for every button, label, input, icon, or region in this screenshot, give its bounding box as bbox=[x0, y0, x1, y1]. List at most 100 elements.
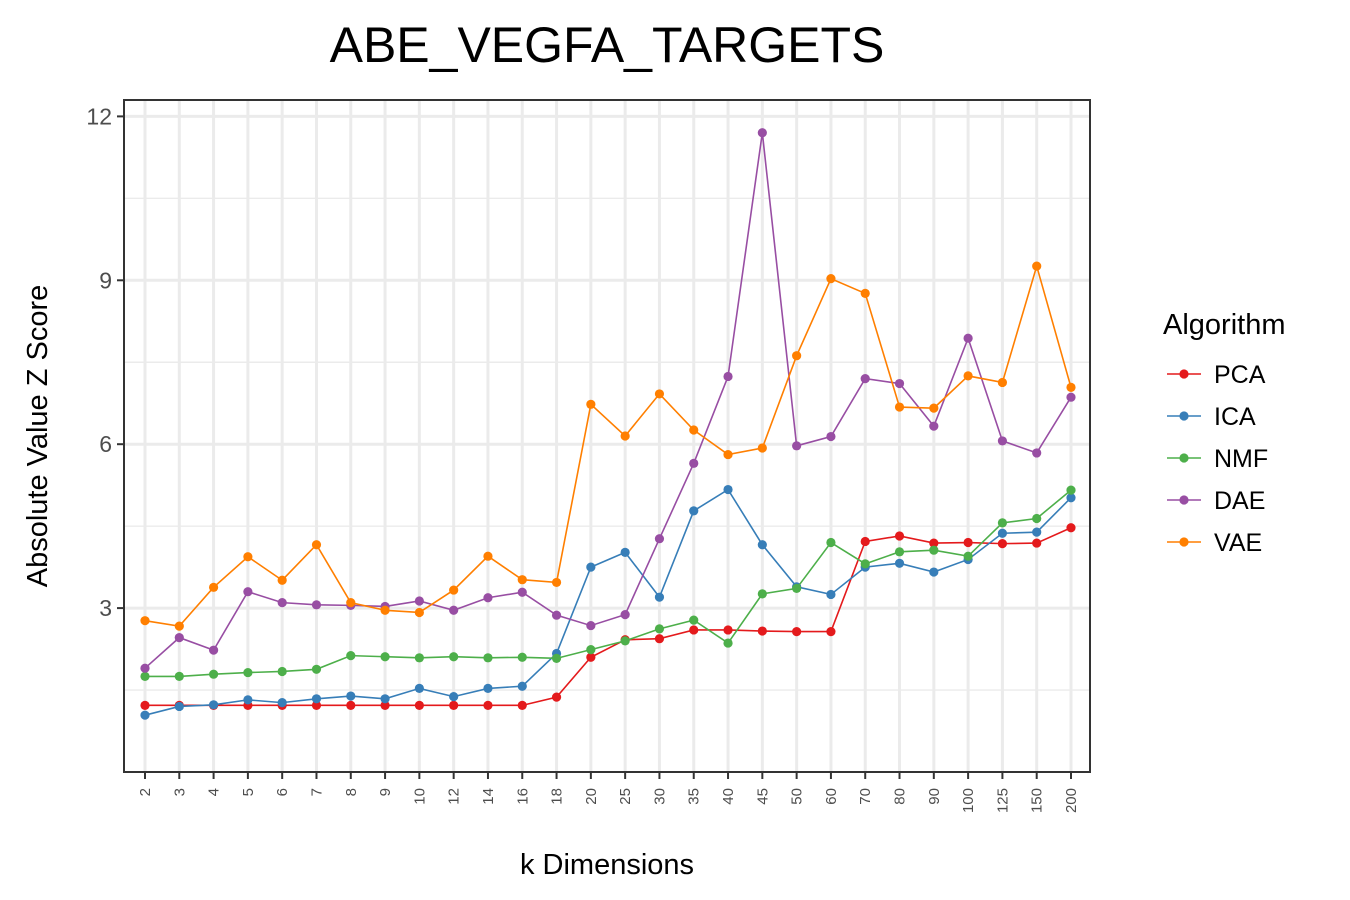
data-point-pca bbox=[929, 538, 939, 548]
legend-title: Algorithm bbox=[1163, 309, 1286, 341]
data-point-pca bbox=[586, 652, 596, 662]
data-point-pca bbox=[654, 634, 665, 644]
data-point-nmf bbox=[826, 537, 836, 548]
data-point-nmf bbox=[311, 664, 322, 674]
data-point-pca bbox=[689, 625, 699, 635]
series-line-nmf bbox=[145, 489, 1072, 678]
x-tick-label: 12 bbox=[446, 788, 463, 805]
data-point-dae bbox=[894, 378, 905, 389]
legend-item-dae: DAE bbox=[1167, 487, 1265, 515]
data-point-ica bbox=[826, 589, 836, 600]
data-point-dae bbox=[517, 587, 527, 597]
legend-item-vae: VAE bbox=[1167, 529, 1262, 557]
data-point-nmf bbox=[551, 653, 562, 663]
data-point-dae bbox=[586, 620, 596, 631]
x-tick-label: 40 bbox=[720, 788, 737, 805]
data-point-vae bbox=[311, 540, 322, 550]
data-point-nmf bbox=[963, 551, 973, 561]
legend-marker bbox=[1179, 369, 1189, 379]
data-point-nmf bbox=[174, 671, 184, 681]
data-point-nmf bbox=[929, 545, 939, 555]
x-tick-label: 10 bbox=[411, 788, 428, 805]
y-tick-label: 9 bbox=[99, 267, 112, 293]
data-point-ica bbox=[414, 683, 424, 694]
data-point-ica bbox=[757, 540, 767, 550]
data-point-nmf bbox=[723, 638, 733, 648]
data-point-dae bbox=[826, 431, 836, 442]
plot-background bbox=[124, 100, 1090, 772]
data-point-vae bbox=[140, 616, 150, 626]
data-point-dae bbox=[1066, 392, 1076, 402]
data-point-pca bbox=[792, 626, 802, 637]
series-line-pca bbox=[145, 527, 1072, 707]
legend-marker bbox=[1179, 411, 1189, 421]
data-point-pca bbox=[449, 700, 459, 710]
data-point-dae bbox=[620, 610, 630, 620]
data-point-dae bbox=[1032, 448, 1042, 458]
data-point-nmf bbox=[243, 667, 253, 678]
x-tick-label: 2 bbox=[137, 788, 154, 796]
x-tick-label: 60 bbox=[823, 788, 840, 805]
legend-label: PCA bbox=[1214, 361, 1266, 389]
data-point-ica bbox=[140, 710, 150, 720]
data-point-dae bbox=[174, 633, 184, 643]
x-tick-label: 80 bbox=[892, 788, 909, 805]
data-point-nmf bbox=[620, 636, 630, 646]
data-point-pca bbox=[860, 536, 870, 547]
x-tick-label: 90 bbox=[926, 788, 943, 805]
data-point-vae bbox=[380, 605, 390, 615]
data-point-pca bbox=[723, 625, 733, 635]
x-tick-label: 25 bbox=[617, 788, 634, 805]
data-point-vae bbox=[929, 403, 939, 413]
data-point-pca bbox=[826, 626, 836, 637]
x-tick-label: 45 bbox=[754, 788, 771, 805]
data-point-ica bbox=[929, 567, 939, 577]
x-tick-label: 4 bbox=[206, 788, 223, 796]
data-point-ica bbox=[517, 681, 527, 691]
x-tick-label: 100 bbox=[960, 788, 977, 813]
data-point-vae bbox=[414, 607, 424, 618]
data-point-nmf bbox=[586, 645, 596, 655]
x-axis-title: k Dimensions bbox=[520, 849, 694, 881]
data-point-nmf bbox=[517, 652, 527, 662]
x-tick-label: 150 bbox=[1029, 788, 1046, 813]
x-tick-label: 200 bbox=[1063, 788, 1080, 813]
data-point-nmf bbox=[792, 583, 802, 594]
data-point-nmf bbox=[757, 589, 767, 599]
x-tick-label: 7 bbox=[308, 788, 325, 796]
data-point-dae bbox=[929, 421, 939, 431]
series-layer bbox=[140, 128, 1076, 720]
series-line-vae bbox=[144, 263, 1072, 627]
data-point-pca bbox=[380, 700, 390, 710]
data-point-nmf bbox=[449, 652, 459, 662]
data-point-nmf bbox=[380, 652, 390, 662]
x-tick-label: 20 bbox=[583, 788, 600, 805]
data-point-vae bbox=[586, 399, 596, 409]
data-point-vae bbox=[654, 389, 665, 399]
data-point-pca bbox=[346, 700, 356, 710]
legend-item-pca: PCA bbox=[1167, 361, 1266, 389]
data-point-ica bbox=[449, 692, 459, 702]
data-point-nmf bbox=[346, 651, 356, 661]
legend-marker bbox=[1179, 537, 1189, 547]
data-point-ica bbox=[586, 562, 596, 572]
data-point-pca bbox=[894, 531, 905, 541]
data-point-ica bbox=[894, 558, 905, 568]
legend-item-nmf: NMF bbox=[1167, 445, 1268, 473]
data-point-dae bbox=[140, 663, 150, 673]
data-point-vae bbox=[277, 575, 287, 585]
y-tick-label: 6 bbox=[99, 431, 112, 457]
data-point-nmf bbox=[277, 666, 287, 677]
x-tick-label: 35 bbox=[686, 788, 703, 805]
data-point-nmf bbox=[1032, 513, 1042, 524]
data-point-dae bbox=[311, 600, 322, 610]
data-point-pca bbox=[140, 700, 150, 710]
data-point-dae bbox=[723, 371, 733, 382]
data-point-ica bbox=[689, 506, 699, 516]
data-point-vae bbox=[174, 621, 184, 631]
data-point-ica bbox=[1066, 493, 1076, 503]
legend-item-ica: ICA bbox=[1167, 403, 1256, 431]
data-point-pca bbox=[414, 700, 424, 710]
